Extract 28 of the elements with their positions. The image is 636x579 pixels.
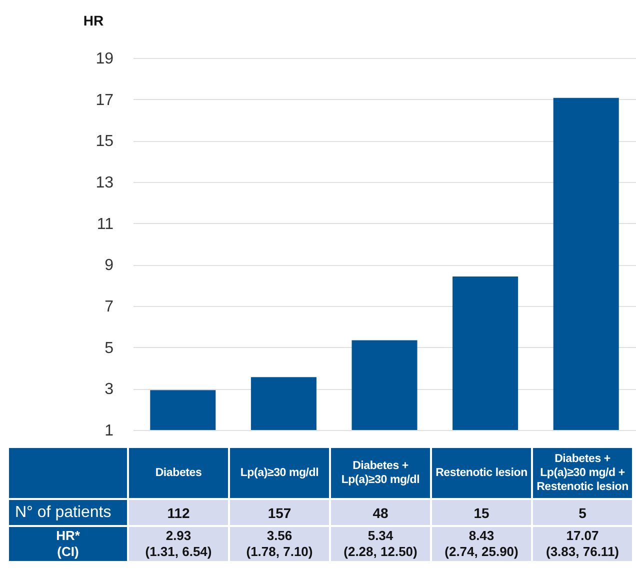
y-tick-label: 3 (104, 381, 114, 398)
data-label: 17.07 (3.83, 76.11) (533, 527, 632, 561)
text: 112 (129, 500, 228, 525)
text: N° of patients (9, 500, 127, 525)
data-label: 8.43 (2.74, 25.90) (432, 527, 531, 561)
text: 5 (533, 500, 632, 525)
x-tick-label: Restenotic lesion (432, 448, 531, 498)
y-tick-label: 11 (96, 216, 114, 233)
y-tick-label: 7 (104, 298, 114, 316)
x-tick-label: Diabetes + Lp(a)≥30 mg/d + Restenotic lesion (533, 448, 632, 498)
text: 15 (432, 500, 531, 525)
text: 48 (331, 500, 430, 525)
text: 157 (230, 500, 329, 525)
x-tick-label: Diabetes (129, 448, 228, 498)
y-tick-label: 9 (104, 257, 114, 274)
data-label: 5.34 (2.28, 12.50) (331, 527, 430, 561)
y-tick-label: 5 (104, 340, 114, 357)
y-tick-label: 1 (104, 422, 114, 440)
y-axis-title: HR (83, 12, 104, 28)
x-tick-label: Diabetes + Lp(a)≥30 mg/dl (331, 448, 430, 498)
data-label: 3.56 (1.78, 7.10) (230, 527, 329, 561)
y-tick-label: 15 (96, 133, 114, 150)
text: HR* (CI) (9, 527, 127, 561)
y-tick-label: 19 (96, 50, 114, 68)
y-tick-label: 13 (96, 174, 114, 192)
y-tick-label: 17 (96, 92, 114, 109)
data-label: 2.93 (1.31, 6.54) (129, 527, 228, 561)
x-tick-label: Lp(a)≥30 mg/dl (230, 448, 329, 498)
